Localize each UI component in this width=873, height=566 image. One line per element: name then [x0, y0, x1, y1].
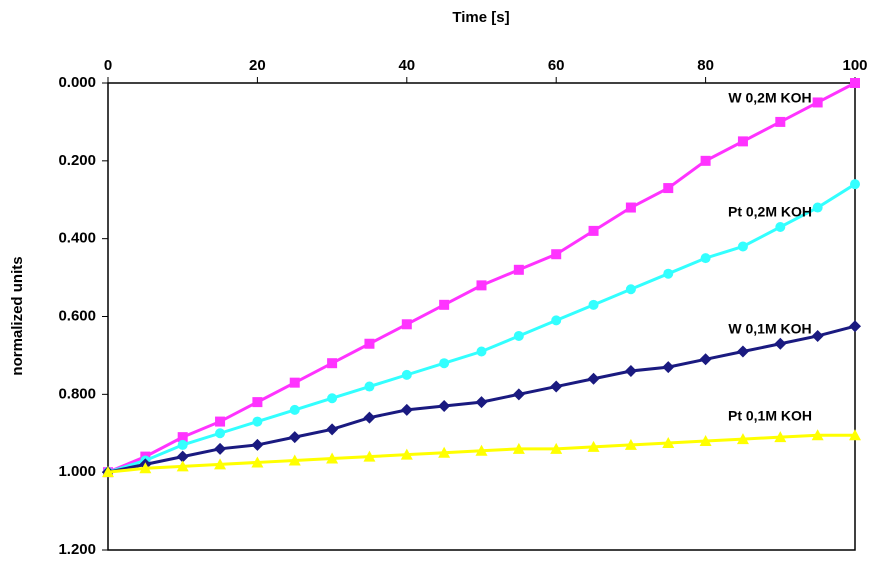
marker: [625, 202, 636, 213]
marker: [401, 369, 412, 380]
marker: [850, 78, 860, 88]
marker: [736, 433, 749, 445]
marker: [475, 444, 488, 456]
marker: [400, 448, 413, 460]
marker: [513, 330, 524, 341]
marker: [288, 454, 301, 466]
x-tick-label: 80: [697, 57, 714, 74]
marker: [288, 431, 301, 444]
x-tick-label: 100: [842, 57, 867, 74]
marker: [587, 440, 600, 452]
marker: [849, 429, 861, 441]
marker: [737, 136, 748, 147]
y-tick-label: 0.000: [58, 74, 96, 91]
marker: [326, 452, 339, 464]
marker: [774, 337, 787, 350]
marker: [512, 442, 525, 454]
series-label: W 0,2M KOH: [728, 90, 811, 106]
series-label: Pt 0,1M KOH: [728, 408, 812, 424]
y-tick-label: 0.600: [58, 307, 96, 324]
marker: [699, 435, 712, 447]
marker: [588, 299, 599, 310]
x-tick-label: 0: [104, 57, 112, 74]
marker: [550, 442, 563, 454]
marker: [215, 428, 226, 439]
marker: [624, 438, 637, 450]
marker: [363, 411, 376, 424]
marker: [438, 446, 451, 458]
marker: [662, 361, 675, 374]
marker: [177, 432, 188, 443]
marker: [850, 179, 860, 190]
marker: [438, 400, 451, 413]
marker: [812, 202, 823, 213]
marker: [551, 249, 562, 260]
marker: [774, 431, 787, 443]
marker: [439, 358, 450, 369]
marker: [252, 397, 263, 408]
marker: [512, 388, 525, 401]
marker: [401, 319, 412, 330]
marker: [625, 284, 636, 295]
marker: [475, 396, 488, 409]
marker: [812, 97, 823, 108]
marker: [775, 116, 786, 127]
marker: [363, 450, 376, 462]
marker: [588, 225, 599, 236]
x-axis-title: Time [s]: [452, 9, 509, 26]
x-tick-label: 20: [249, 57, 266, 74]
marker: [176, 460, 189, 472]
marker: [439, 299, 450, 310]
marker: [251, 456, 264, 468]
y-tick-label: 0.200: [58, 152, 96, 169]
marker: [176, 450, 189, 463]
marker: [364, 381, 375, 392]
marker: [551, 315, 562, 326]
x-tick-label: 60: [548, 57, 565, 74]
x-tick-label: 40: [398, 57, 415, 74]
marker: [550, 380, 563, 393]
marker: [476, 346, 487, 357]
marker: [139, 462, 152, 474]
y-axis-title: normalized units: [9, 256, 26, 375]
marker: [513, 264, 524, 275]
marker: [587, 372, 600, 385]
marker: [663, 183, 674, 194]
marker: [327, 358, 338, 369]
marker: [737, 241, 748, 252]
marker: [624, 364, 637, 377]
marker: [662, 436, 675, 448]
marker: [177, 439, 188, 450]
y-tick-label: 1.200: [58, 541, 96, 558]
marker: [700, 155, 711, 166]
marker: [849, 320, 861, 333]
marker: [663, 268, 674, 279]
marker: [102, 466, 114, 478]
marker: [326, 423, 339, 436]
marker: [289, 404, 300, 415]
marker: [214, 458, 227, 470]
marker: [251, 438, 264, 451]
marker: [775, 221, 786, 232]
series-label: W 0,1M KOH: [728, 321, 811, 337]
marker: [700, 253, 711, 264]
series-label: Pt 0,2M KOH: [728, 204, 812, 220]
y-tick-label: 0.800: [58, 385, 96, 402]
plot-frame: [107, 82, 856, 551]
marker: [811, 329, 824, 342]
marker: [811, 429, 824, 441]
marker: [364, 338, 375, 349]
marker: [214, 442, 227, 455]
y-tick-label: 0.400: [58, 230, 96, 247]
marker: [327, 393, 338, 404]
marker: [215, 416, 226, 427]
marker: [736, 345, 749, 358]
marker: [699, 353, 712, 366]
marker: [289, 377, 300, 388]
marker: [252, 416, 263, 427]
marker: [476, 280, 487, 291]
marker: [400, 403, 413, 416]
y-tick-label: 1.000: [58, 463, 96, 480]
